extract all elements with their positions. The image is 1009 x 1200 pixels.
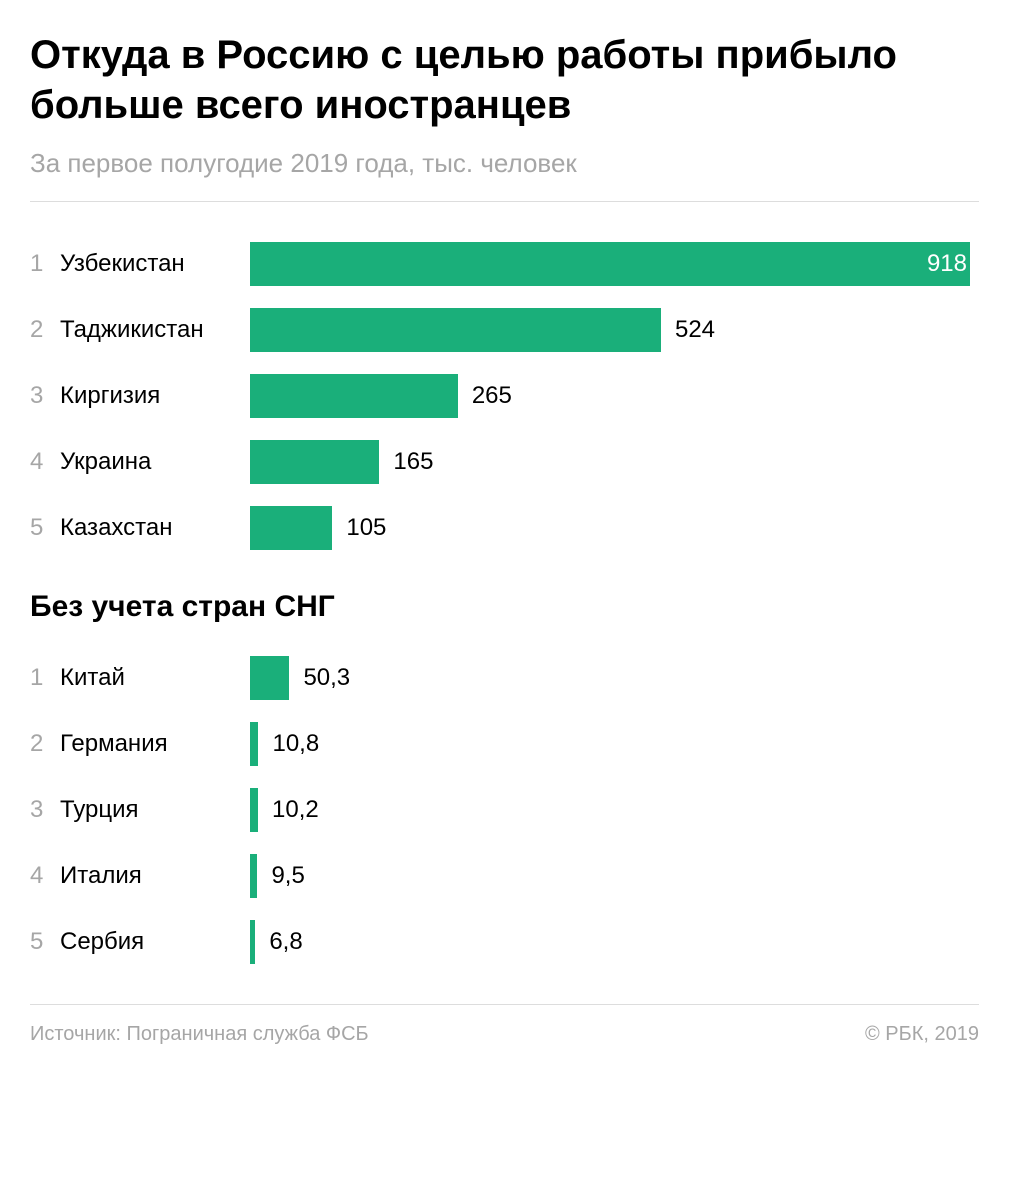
footer-copyright: © РБК, 2019 (865, 1023, 979, 1046)
chart-footer: Источник: Пограничная служба ФСБ © РБК, … (30, 1023, 979, 1046)
row-label: Таджикистан (60, 316, 250, 344)
chart-row: 3Турция 10,2 (30, 788, 979, 832)
row-label: Германия (60, 730, 250, 758)
bar-area: 10,2 (250, 788, 979, 832)
row-rank: 1 (30, 664, 60, 692)
chart-group-secondary: Без учета стран СНГ 1Китай 50,3 2Германия 1… (30, 590, 979, 964)
bar-area: 165 (250, 440, 979, 484)
bar-area: 50,3 (250, 656, 979, 700)
row-rank: 5 (30, 514, 60, 542)
chart-subtitle: За первое полугодие 2019 года, тыс. чело… (30, 148, 979, 179)
chart-row: 2Таджикистан 524 (30, 308, 979, 352)
row-value: 6,8 (269, 928, 302, 956)
chart-row: 3Киргизия 265 (30, 374, 979, 418)
footer-source: Источник: Пограничная служба ФСБ (30, 1023, 369, 1046)
bar (250, 308, 661, 352)
row-rank: 2 (30, 730, 60, 758)
chart-row: 1Узбекистан 918 (30, 242, 979, 286)
bar-area: 9,5 (250, 854, 979, 898)
header-divider (30, 201, 979, 202)
bar-area: 524 (250, 308, 979, 352)
row-label: Италия (60, 862, 250, 890)
row-label: Китай (60, 664, 250, 692)
footer-divider (30, 1004, 979, 1005)
chart-group-main: 1Узбекистан 918 2Таджикистан 524 3Киргизия 26… (30, 242, 979, 550)
bar (250, 374, 458, 418)
chart-row: 5Сербия 6,8 (30, 920, 979, 964)
chart-row: 5Казахстан 105 (30, 506, 979, 550)
group2-title: Без учета стран СНГ (30, 590, 979, 624)
bar-area: 918 (250, 242, 979, 286)
row-value: 9,5 (271, 862, 304, 890)
chart-row: 4Италия 9,5 (30, 854, 979, 898)
row-value: 50,3 (303, 664, 350, 692)
bar (250, 242, 970, 286)
row-value: 165 (393, 448, 433, 476)
bar (250, 854, 257, 898)
bar (250, 788, 258, 832)
bar (250, 506, 332, 550)
row-rank: 3 (30, 796, 60, 824)
chart-row: 2Германия 10,8 (30, 722, 979, 766)
row-label: Узбекистан (60, 250, 250, 278)
chart-row: 4Украина 165 (30, 440, 979, 484)
row-rank: 1 (30, 250, 60, 278)
chart-row: 1Китай 50,3 (30, 656, 979, 700)
row-value: 105 (346, 514, 386, 542)
row-value: 524 (675, 316, 715, 344)
bar-area: 6,8 (250, 920, 979, 964)
row-label: Киргизия (60, 382, 250, 410)
row-rank: 2 (30, 316, 60, 344)
bar-area: 105 (250, 506, 979, 550)
chart-title: Откуда в Россию с целью работы прибыло б… (30, 30, 979, 130)
bar (250, 440, 379, 484)
row-rank: 4 (30, 862, 60, 890)
bar (250, 722, 258, 766)
bar (250, 920, 255, 964)
row-label: Украина (60, 448, 250, 476)
row-label: Казахстан (60, 514, 250, 542)
row-value: 918 (927, 250, 967, 278)
row-rank: 5 (30, 928, 60, 956)
row-rank: 4 (30, 448, 60, 476)
bar (250, 656, 289, 700)
row-value: 10,8 (272, 730, 319, 758)
bar-area: 10,8 (250, 722, 979, 766)
row-value: 10,2 (272, 796, 319, 824)
bar-area: 265 (250, 374, 979, 418)
row-label: Турция (60, 796, 250, 824)
row-value: 265 (472, 382, 512, 410)
row-label: Сербия (60, 928, 250, 956)
row-rank: 3 (30, 382, 60, 410)
